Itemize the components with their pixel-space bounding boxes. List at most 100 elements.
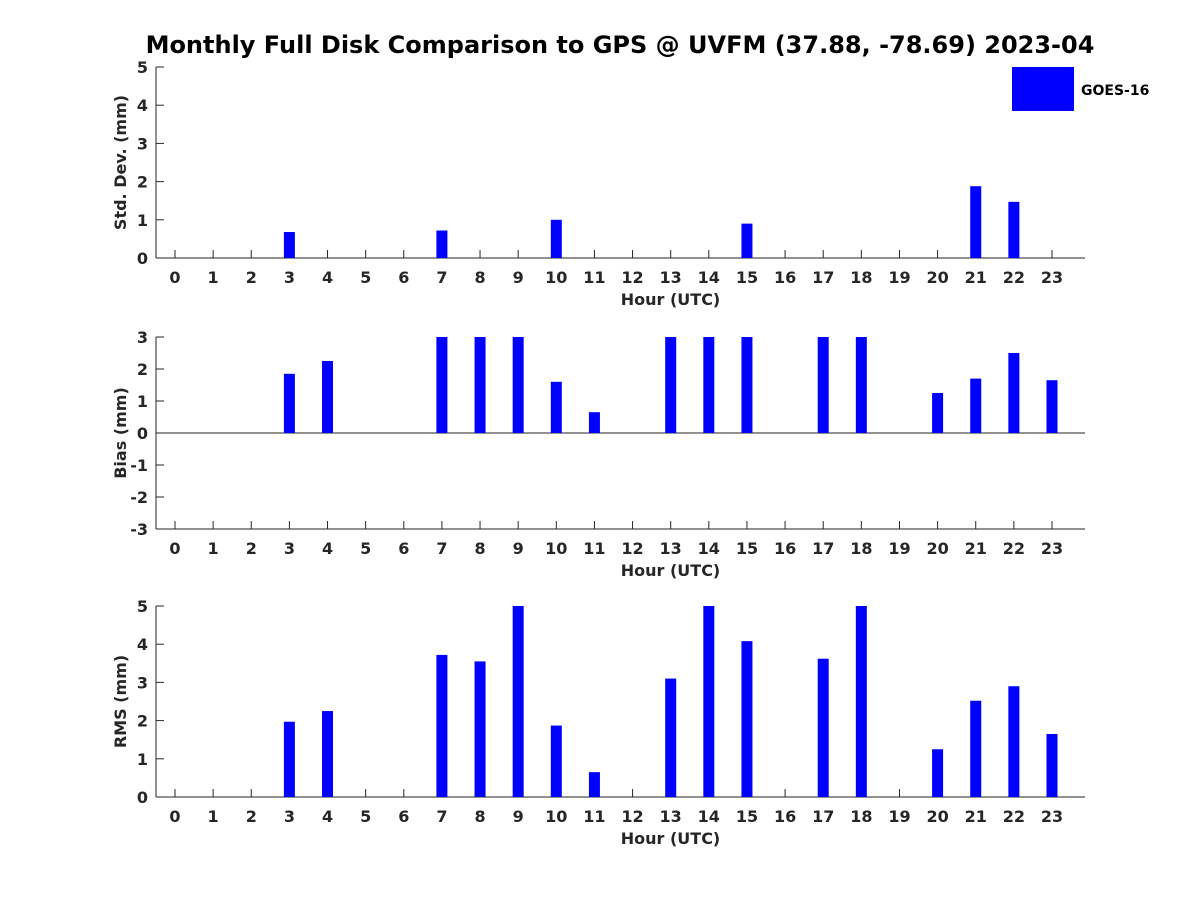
y-tick-label: -1 — [130, 456, 148, 475]
x-tick-label: 10 — [545, 539, 567, 558]
bar-hour-15 — [741, 223, 753, 258]
x-tick-label: 1 — [208, 807, 219, 826]
legend-label-goes16: GOES-16 — [1081, 83, 1149, 99]
bar-hour-22 — [1008, 201, 1020, 258]
bar-hour-18 — [855, 606, 867, 797]
x-tick-label: 15 — [736, 268, 758, 287]
x-tick-label: 2 — [246, 807, 257, 826]
y-tick-label: 5 — [137, 58, 148, 77]
x-tick-label: 1 — [208, 539, 219, 558]
x-tick-label: 6 — [398, 539, 409, 558]
x-tick-label: 17 — [812, 268, 834, 287]
bar-hour-15 — [741, 337, 753, 433]
x-tick-label: 3 — [284, 539, 295, 558]
x-tick-label: 16 — [774, 807, 796, 826]
x-tick-label: 11 — [583, 807, 605, 826]
x-tick-label: 4 — [322, 268, 333, 287]
x-tick-label: 23 — [1041, 807, 1063, 826]
x-tick-label: 4 — [322, 539, 333, 558]
x-tick-label: 5 — [360, 807, 371, 826]
x-tick-label: 18 — [850, 807, 872, 826]
y-tick-label: 1 — [137, 211, 148, 230]
bar-hour-21 — [970, 378, 982, 433]
bar-hour-14 — [703, 337, 715, 433]
x-tick-label: 8 — [474, 539, 485, 558]
bar-hour-22 — [1008, 686, 1020, 797]
legend-swatch-goes16 — [1012, 67, 1074, 111]
x-tick-label: 19 — [888, 807, 910, 826]
x-tick-label: 1 — [208, 268, 219, 287]
x-tick-label: 4 — [322, 807, 333, 826]
bar-hour-23 — [1046, 733, 1058, 797]
bar-hour-10 — [550, 725, 562, 797]
x-axis-label: Hour (UTC) — [621, 829, 721, 848]
x-tick-label: 19 — [888, 539, 910, 558]
bar-hour-7 — [436, 230, 448, 258]
bar-hour-13 — [665, 678, 677, 797]
x-tick-label: 23 — [1041, 539, 1063, 558]
x-tick-label: 7 — [436, 807, 447, 826]
bar-hour-3 — [283, 721, 295, 797]
y-axis-label: Bias (mm) — [111, 387, 130, 479]
x-tick-label: 3 — [284, 268, 295, 287]
x-tick-label: 7 — [436, 268, 447, 287]
x-tick-label: 20 — [926, 539, 948, 558]
x-tick-label: 19 — [888, 268, 910, 287]
x-tick-label: 18 — [850, 539, 872, 558]
bar-hour-9 — [512, 606, 524, 797]
x-tick-label: 6 — [398, 268, 409, 287]
bar-hour-22 — [1008, 353, 1020, 433]
x-tick-label: 12 — [621, 807, 643, 826]
y-tick-label: 2 — [137, 173, 148, 192]
bar-hour-11 — [588, 412, 600, 433]
y-tick-label: 0 — [137, 788, 148, 807]
bar-hour-8 — [474, 661, 486, 797]
x-tick-label: 13 — [660, 539, 682, 558]
x-tick-label: 15 — [736, 539, 758, 558]
bar-hour-4 — [322, 361, 334, 433]
x-tick-label: 16 — [774, 539, 796, 558]
bar-hour-20 — [932, 749, 944, 797]
x-tick-label: 5 — [360, 539, 371, 558]
y-tick-label: 5 — [137, 597, 148, 616]
y-axis-label: Std. Dev. (mm) — [111, 95, 130, 230]
y-tick-label: 2 — [137, 360, 148, 379]
x-tick-label: 21 — [965, 807, 987, 826]
x-tick-label: 10 — [545, 807, 567, 826]
x-tick-label: 6 — [398, 807, 409, 826]
x-tick-label: 20 — [926, 268, 948, 287]
x-tick-label: 14 — [698, 807, 720, 826]
x-tick-label: 8 — [474, 268, 485, 287]
x-axis-label: Hour (UTC) — [621, 290, 721, 309]
x-tick-label: 9 — [513, 807, 524, 826]
bar-hour-11 — [588, 772, 600, 797]
bar-hour-21 — [970, 700, 982, 797]
bar-hour-17 — [817, 337, 829, 433]
y-tick-label: 3 — [137, 134, 148, 153]
x-tick-label: 10 — [545, 268, 567, 287]
x-tick-label: 7 — [436, 539, 447, 558]
legend: GOES-16 — [1012, 67, 1149, 111]
y-tick-label: 4 — [137, 635, 148, 654]
bar-hour-10 — [550, 219, 562, 258]
y-tick-label: -2 — [130, 488, 148, 507]
x-tick-label: 9 — [513, 539, 524, 558]
bar-hour-4 — [322, 711, 334, 797]
y-axis-label: RMS (mm) — [111, 655, 130, 748]
x-tick-label: 12 — [621, 539, 643, 558]
y-tick-label: 0 — [137, 424, 148, 443]
x-tick-label: 2 — [246, 268, 257, 287]
bar-hour-3 — [283, 232, 295, 258]
figure-title: Monthly Full Disk Comparison to GPS @ UV… — [146, 31, 1095, 59]
x-tick-label: 18 — [850, 268, 872, 287]
x-tick-label: 20 — [926, 807, 948, 826]
bar-hour-20 — [932, 393, 944, 433]
y-tick-label: 3 — [137, 328, 148, 347]
bar-hour-23 — [1046, 380, 1058, 433]
x-tick-label: 11 — [583, 539, 605, 558]
